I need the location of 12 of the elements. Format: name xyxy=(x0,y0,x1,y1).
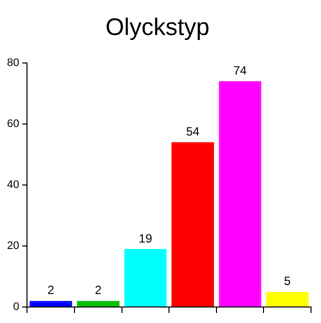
data-label: 74 xyxy=(233,63,248,78)
y-tick-label: 40 xyxy=(6,178,20,191)
y-tick-label: 60 xyxy=(6,118,20,130)
y-tick-label: 20 xyxy=(6,240,20,252)
data-label: 2 xyxy=(94,283,102,298)
data-label: 54 xyxy=(186,124,200,138)
y-tick-label: 80 xyxy=(6,56,20,69)
y-tick-label: 0 xyxy=(13,301,20,314)
data-label: 5 xyxy=(284,274,292,288)
data-label: 2 xyxy=(48,283,55,298)
chart-title: Olyckstyp xyxy=(105,14,210,42)
data-label: 19 xyxy=(138,231,152,246)
